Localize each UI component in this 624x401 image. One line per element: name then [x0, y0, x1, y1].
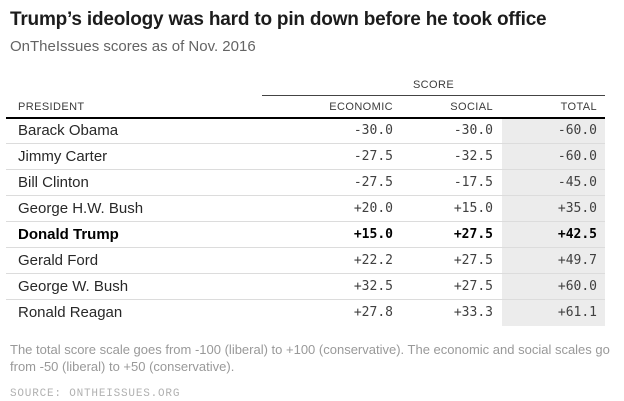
cell-economic: +15.0: [262, 221, 393, 248]
table-header: SCORE PRESIDENT ECONOMIC SOCIAL TOTAL: [6, 79, 606, 119]
cell-president: Ronald Reagan: [18, 304, 123, 322]
cell-president: Jimmy Carter: [6, 143, 262, 170]
cell-total: -60.0: [502, 143, 606, 170]
table-row: Jimmy Carter -27.5 -32.5 -60.0: [6, 143, 606, 170]
cell-president: George H.W. Bush: [6, 195, 262, 222]
table-row: Gerald Ford +22.2 +27.5 +49.7: [6, 247, 606, 274]
table-row: Barack Obama -30.0 -30.0 -60.0: [6, 117, 606, 144]
cell-social: +15.0: [393, 195, 502, 222]
cell-social: +27.5: [393, 221, 502, 248]
cell-economic: +32.5: [262, 273, 393, 300]
score-group-header: SCORE: [262, 79, 606, 96]
footnote: The total score scale goes from -100 (li…: [10, 341, 610, 375]
cell-president: Donald Trump: [6, 221, 262, 248]
cell-social: +33.3: [453, 305, 493, 321]
cell-president: Gerald Ford: [6, 247, 262, 274]
table-row: Donald Trump +15.0 +27.5 +42.5: [6, 221, 606, 248]
cell-social: +27.5: [393, 247, 502, 274]
cell-social: +27.5: [393, 273, 502, 300]
table-body: Barack Obama -30.0 -30.0 -60.0 Jimmy Carter -…: [6, 117, 606, 326]
scores-table: SCORE PRESIDENT ECONOMIC SOCIAL TOTAL Ba…: [6, 79, 606, 326]
cell-economic: -30.0: [262, 117, 393, 144]
column-header-total: TOTAL: [502, 95, 606, 119]
cell-total: -45.0: [502, 169, 606, 196]
cell-total: +61.1: [502, 299, 606, 326]
page-subtitle: OnTheIssues scores as of Nov. 2016: [10, 38, 256, 55]
page-title: Trump’s ideology was hard to pin down be…: [10, 9, 547, 30]
table-row: Ronald Reagan +27.8 +33.3 +61.1: [6, 299, 606, 326]
score-group-row: SCORE: [6, 79, 606, 96]
cell-economic: -27.5: [262, 143, 393, 170]
table-row: George W. Bush +32.5 +27.5 +60.0: [6, 273, 606, 300]
cell-economic: +22.2: [262, 247, 393, 274]
column-header-social: SOCIAL: [393, 95, 502, 119]
column-header-row: PRESIDENT ECONOMIC SOCIAL TOTAL: [6, 95, 606, 119]
cell-total: -60.0: [502, 117, 606, 144]
cell-economic: +20.0: [262, 195, 393, 222]
cell-president: Barack Obama: [6, 117, 262, 144]
column-header-economic: ECONOMIC: [262, 95, 393, 119]
cell-total: +60.0: [502, 273, 606, 300]
score-group-spacer: [6, 79, 262, 96]
source-line: SOURCE: ONTHEISSUES.ORG: [10, 387, 181, 400]
cell-economic: +27.8: [353, 305, 393, 321]
cell-social: -32.5: [393, 143, 502, 170]
cell-president: Bill Clinton: [6, 169, 262, 196]
cell-total: +42.5: [502, 221, 606, 248]
cell-social: -17.5: [393, 169, 502, 196]
column-header-president: PRESIDENT: [6, 95, 262, 119]
cell-total: +35.0: [502, 195, 606, 222]
table-row: Bill Clinton -27.5 -17.5 -45.0: [6, 169, 606, 196]
cell-president: George W. Bush: [6, 273, 262, 300]
page: Trump’s ideology was hard to pin down be…: [0, 9, 624, 401]
cell-economic: -27.5: [262, 169, 393, 196]
cell-social: -30.0: [393, 117, 502, 144]
cell-total: +49.7: [502, 247, 606, 274]
table-row: George H.W. Bush +20.0 +15.0 +35.0: [6, 195, 606, 222]
